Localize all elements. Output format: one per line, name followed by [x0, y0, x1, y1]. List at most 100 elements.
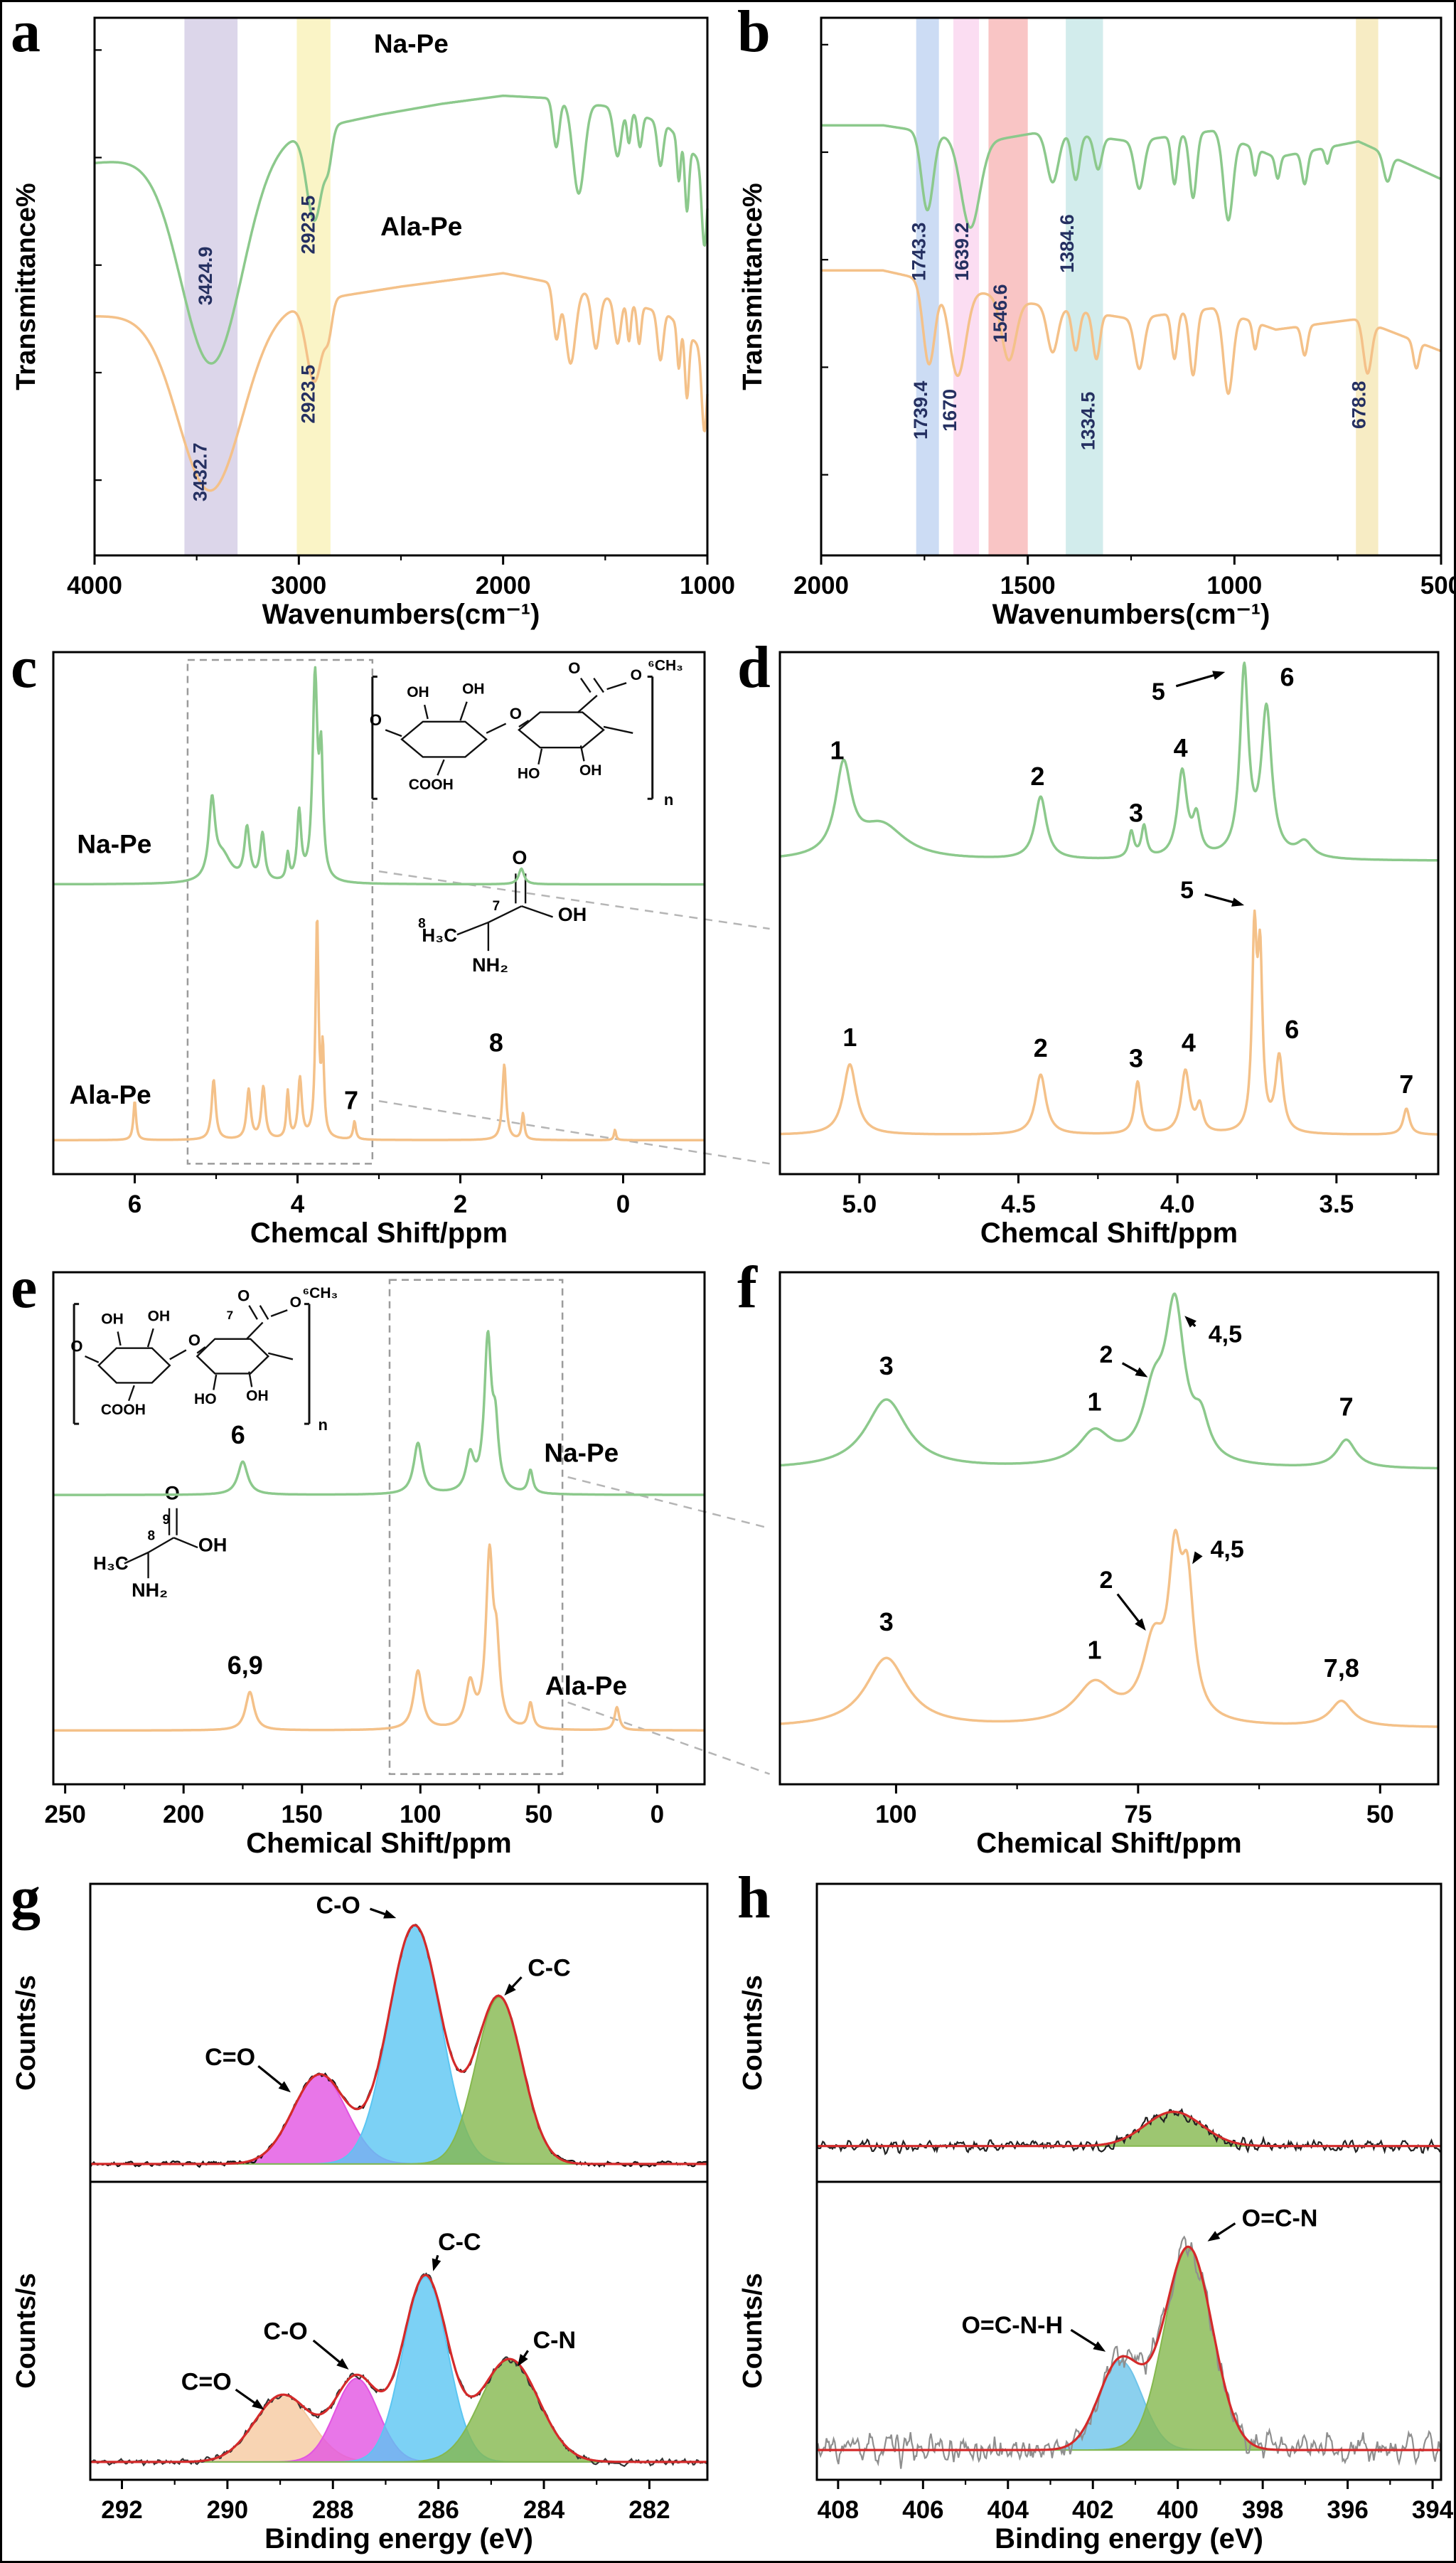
svg-text:3.5: 3.5	[1320, 1190, 1354, 1218]
svg-text:1743.3: 1743.3	[908, 223, 929, 282]
svg-text:2923.5: 2923.5	[297, 365, 318, 424]
svg-text:7: 7	[1339, 1392, 1354, 1422]
svg-text:8: 8	[489, 1028, 503, 1057]
svg-text:404: 404	[987, 2496, 1029, 2524]
svg-text:6,9: 6,9	[228, 1651, 263, 1680]
svg-text:3000: 3000	[271, 572, 326, 600]
svg-text:NH₂: NH₂	[132, 1579, 168, 1601]
svg-text:4.0: 4.0	[1160, 1190, 1195, 1218]
svg-text:OH: OH	[558, 904, 587, 925]
svg-text:Transmittance%: Transmittance%	[738, 183, 768, 390]
svg-text:2: 2	[1099, 1567, 1113, 1594]
panel-f: f 3 1 7 3 1 7,8 2 4,5 2 4,5 100 75 50 Chemical Shift/…	[734, 1258, 1452, 1864]
svg-text:7,8: 7,8	[1324, 1653, 1359, 1683]
panel-letter-a: a	[11, 0, 41, 65]
svg-text:286: 286	[417, 2496, 459, 2524]
svg-text:8: 8	[418, 917, 426, 932]
svg-text:Counts/s: Counts/s	[738, 1975, 768, 2091]
svg-text:Na-Pe: Na-Pe	[374, 29, 449, 58]
svg-text:1334.5: 1334.5	[1077, 392, 1098, 451]
svg-text:5: 5	[1152, 678, 1165, 705]
svg-text:250: 250	[44, 1801, 85, 1828]
chart-xps-c1s: C=O C-O C-C Counts/s C=O C-O C-C C-N Counts/s 292…	[11, 1882, 709, 2554]
svg-text:O: O	[510, 705, 522, 723]
svg-text:3: 3	[1129, 799, 1143, 828]
panel-letter-b: b	[737, 0, 771, 65]
svg-text:Ala-Pe: Ala-Pe	[70, 1080, 151, 1109]
svg-text:1384.6: 1384.6	[1056, 214, 1078, 273]
svg-text:1: 1	[1088, 1636, 1102, 1665]
svg-text:C-C: C-C	[438, 2229, 481, 2256]
svg-text:288: 288	[312, 2496, 353, 2524]
svg-text:7: 7	[1399, 1070, 1413, 1099]
chart-ftir-full: 3424.9 2923.5 3432.7 2923.5 Na-Pe Ala-Pe Trans…	[11, 16, 735, 630]
svg-text:O: O	[237, 1286, 250, 1304]
svg-text:O: O	[512, 847, 527, 868]
svg-text:5.0: 5.0	[842, 1190, 877, 1218]
svg-text:1000: 1000	[680, 572, 735, 600]
svg-text:Counts/s: Counts/s	[738, 2273, 768, 2389]
svg-text:C=O: C=O	[181, 2369, 232, 2396]
svg-text:Chemcal Shift/ppm: Chemcal Shift/ppm	[980, 1217, 1238, 1249]
svg-text:O: O	[290, 1294, 301, 1311]
svg-text:0: 0	[616, 1190, 630, 1218]
svg-text:4,5: 4,5	[1211, 1536, 1244, 1563]
svg-text:OH: OH	[462, 681, 485, 698]
svg-text:2000: 2000	[476, 572, 531, 600]
svg-text:8: 8	[147, 1529, 155, 1544]
panel-b: b 1743.3 1639.2 1384.6 1739.4 1670 1546.6 1334…	[734, 2, 1456, 635]
svg-text:406: 406	[902, 2496, 943, 2524]
chart-xps-n1s: Counts/s O=C-N-H O=C-N Counts/s 408 406 404 402…	[738, 1882, 1454, 2554]
svg-text:O: O	[631, 667, 642, 683]
panel-letter-h: h	[737, 1865, 771, 1931]
svg-text:O=C-N-H: O=C-N-H	[961, 2312, 1063, 2339]
svg-text:400: 400	[1157, 2496, 1198, 2524]
svg-text:9: 9	[163, 1513, 171, 1528]
svg-text:⁶CH₃: ⁶CH₃	[648, 658, 683, 674]
svg-text:Ala-Pe: Ala-Pe	[380, 212, 462, 241]
svg-text:5: 5	[1180, 877, 1194, 904]
svg-text:3: 3	[879, 1607, 894, 1636]
svg-text:1000: 1000	[1206, 572, 1262, 600]
svg-text:4: 4	[291, 1190, 305, 1218]
svg-text:50: 50	[1366, 1801, 1394, 1828]
svg-text:COOH: COOH	[409, 777, 454, 793]
svg-text:2923.5: 2923.5	[297, 196, 318, 255]
svg-text:C-C: C-C	[528, 1954, 570, 1981]
svg-text:4000: 4000	[67, 572, 122, 600]
svg-text:3: 3	[1129, 1044, 1143, 1073]
panel-letter-f: f	[737, 1254, 757, 1321]
svg-text:396: 396	[1327, 2496, 1368, 2524]
svg-text:n: n	[318, 1416, 327, 1434]
svg-text:Binding energy (eV): Binding energy (eV)	[264, 2523, 533, 2554]
svg-text:678.8: 678.8	[1349, 381, 1370, 430]
svg-text:75: 75	[1124, 1801, 1152, 1828]
svg-text:O: O	[188, 1331, 200, 1349]
svg-text:6: 6	[1285, 1015, 1299, 1044]
svg-text:7: 7	[493, 899, 500, 914]
svg-text:290: 290	[207, 2496, 248, 2524]
svg-text:Chemical Shift/ppm: Chemical Shift/ppm	[246, 1828, 511, 1859]
svg-text:HO: HO	[518, 766, 540, 782]
panel-g: g C=O C-O C-C Counts/s C=O C-O C-C C-N Counts/s 2…	[8, 1868, 719, 2559]
panel-h: h Counts/s O=C-N-H O=C-N Counts/s 408 406 404 4…	[734, 1868, 1454, 2559]
svg-text:2: 2	[1030, 762, 1044, 791]
svg-text:Chemical Shift/ppm: Chemical Shift/ppm	[976, 1828, 1241, 1859]
svg-text:Na-Pe: Na-Pe	[77, 830, 151, 859]
svg-text:200: 200	[163, 1801, 204, 1828]
panel-c: c O O OH OH COOH HO OH O O ⁶CH₃ n 8 H₃C 7 O OH NH₂ Na-Pe A…	[8, 638, 770, 1254]
svg-text:2: 2	[1034, 1033, 1048, 1062]
svg-text:0: 0	[651, 1801, 664, 1828]
svg-text:4: 4	[1174, 733, 1188, 762]
svg-text:1639.2: 1639.2	[951, 223, 973, 282]
svg-text:OH: OH	[579, 762, 602, 779]
svg-text:Wavenumbers(cm⁻¹): Wavenumbers(cm⁻¹)	[262, 599, 540, 630]
svg-text:1670: 1670	[939, 389, 960, 432]
chart-cnmr-zoom: 3 1 7 3 1 7,8 2 4,5 2 4,5 100 75 50 Chemical Shift/pp…	[778, 1271, 1440, 1859]
svg-text:2: 2	[1099, 1341, 1113, 1368]
svg-text:O: O	[165, 1483, 180, 1504]
svg-text:408: 408	[818, 2496, 859, 2524]
svg-text:O: O	[370, 711, 382, 729]
